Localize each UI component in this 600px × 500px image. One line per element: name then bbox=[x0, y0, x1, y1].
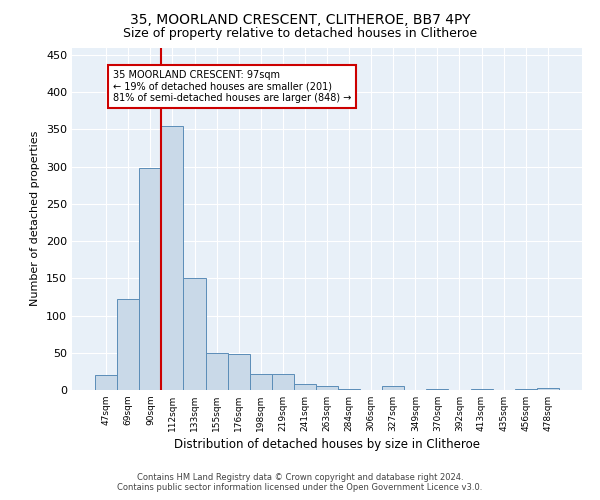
Bar bbox=[338, 388, 360, 390]
Bar bbox=[250, 374, 272, 390]
Bar bbox=[537, 388, 559, 390]
X-axis label: Distribution of detached houses by size in Clitheroe: Distribution of detached houses by size … bbox=[174, 438, 480, 451]
Text: Contains HM Land Registry data © Crown copyright and database right 2024.
Contai: Contains HM Land Registry data © Crown c… bbox=[118, 473, 482, 492]
Bar bbox=[95, 375, 117, 390]
Bar bbox=[294, 384, 316, 390]
Text: 35 MOORLAND CRESCENT: 97sqm
← 19% of detached houses are smaller (201)
81% of se: 35 MOORLAND CRESCENT: 97sqm ← 19% of det… bbox=[113, 70, 351, 103]
Y-axis label: Number of detached properties: Number of detached properties bbox=[31, 131, 40, 306]
Text: Size of property relative to detached houses in Clitheroe: Size of property relative to detached ho… bbox=[123, 28, 477, 40]
Bar bbox=[206, 353, 227, 390]
Bar bbox=[470, 388, 493, 390]
Bar bbox=[272, 374, 294, 390]
Text: 35, MOORLAND CRESCENT, CLITHEROE, BB7 4PY: 35, MOORLAND CRESCENT, CLITHEROE, BB7 4P… bbox=[130, 12, 470, 26]
Bar bbox=[427, 388, 448, 390]
Bar bbox=[227, 354, 250, 390]
Bar bbox=[161, 126, 184, 390]
Bar bbox=[515, 388, 537, 390]
Bar bbox=[316, 386, 338, 390]
Bar bbox=[184, 278, 206, 390]
Bar bbox=[139, 168, 161, 390]
Bar bbox=[382, 386, 404, 390]
Bar bbox=[117, 299, 139, 390]
